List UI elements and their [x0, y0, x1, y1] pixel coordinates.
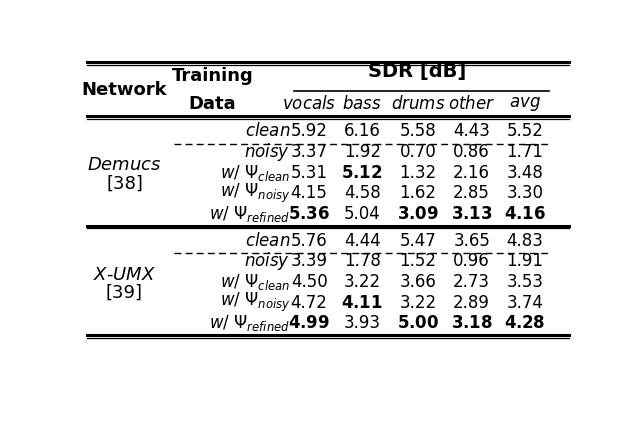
Text: 5.47: 5.47 — [399, 232, 436, 250]
Text: 1.62: 1.62 — [399, 184, 436, 202]
Text: 3.65: 3.65 — [453, 232, 490, 250]
Text: 5.76: 5.76 — [291, 232, 328, 250]
Text: 3.53: 3.53 — [506, 273, 543, 291]
Text: $\mathit{Demucs}$: $\mathit{Demucs}$ — [87, 156, 162, 175]
Text: $\mathit{w/\ \Psi_{clean}}$: $\mathit{w/\ \Psi_{clean}}$ — [220, 272, 291, 292]
Text: 1.71: 1.71 — [506, 143, 543, 161]
Text: $\mathbf{5.00}$: $\mathbf{5.00}$ — [397, 315, 439, 332]
Text: $\mathbf{5.12}$: $\mathbf{5.12}$ — [341, 163, 383, 182]
Text: $\mathbf{4.99}$: $\mathbf{4.99}$ — [288, 315, 330, 332]
Text: 2.16: 2.16 — [453, 163, 490, 182]
Text: $\mathit{noisy}$: $\mathit{noisy}$ — [244, 141, 291, 163]
Text: 2.73: 2.73 — [453, 273, 490, 291]
Text: 4.15: 4.15 — [291, 184, 328, 202]
Text: 3.30: 3.30 — [506, 184, 543, 202]
Text: $\mathbf{3.09}$: $\mathbf{3.09}$ — [397, 205, 439, 223]
Text: 5.58: 5.58 — [399, 122, 436, 140]
Text: 1.32: 1.32 — [399, 163, 436, 182]
Text: $\mathbf{3.18}$: $\mathbf{3.18}$ — [451, 315, 493, 332]
Text: 4.83: 4.83 — [506, 232, 543, 250]
Text: $\mathit{avg}$: $\mathit{avg}$ — [509, 95, 541, 113]
Text: $\mathit{clean}$: $\mathit{clean}$ — [244, 122, 291, 140]
Text: $\mathit{vocals}$: $\mathit{vocals}$ — [282, 95, 337, 113]
Text: $\mathit{w/\ \Psi_{refined}}$: $\mathit{w/\ \Psi_{refined}}$ — [209, 313, 291, 333]
Text: 0.96: 0.96 — [453, 253, 490, 270]
Text: 5.52: 5.52 — [506, 122, 543, 140]
Text: $\mathit{w/\ \Psi_{noisy}}$: $\mathit{w/\ \Psi_{noisy}}$ — [220, 291, 291, 315]
Text: 3.22: 3.22 — [399, 294, 436, 312]
Text: $\mathbf{5.36}$: $\mathbf{5.36}$ — [288, 205, 330, 223]
Text: 3.93: 3.93 — [344, 315, 381, 332]
Text: 2.89: 2.89 — [453, 294, 490, 312]
Text: $\mathbf{3.13}$: $\mathbf{3.13}$ — [451, 205, 493, 223]
Text: 2.85: 2.85 — [453, 184, 490, 202]
Text: 3.39: 3.39 — [291, 253, 328, 270]
Text: $\mathit{bass}$: $\mathit{bass}$ — [342, 95, 382, 113]
Text: 0.86: 0.86 — [453, 143, 490, 161]
Text: 4.58: 4.58 — [344, 184, 381, 202]
Text: $\mathit{clean}$: $\mathit{clean}$ — [244, 232, 291, 250]
Text: SDR [dB]: SDR [dB] — [368, 62, 466, 81]
Text: [38]: [38] — [106, 174, 143, 192]
Text: 5.92: 5.92 — [291, 122, 328, 140]
Text: 5.31: 5.31 — [291, 163, 328, 182]
Text: 0.70: 0.70 — [399, 143, 436, 161]
Text: 4.43: 4.43 — [453, 122, 490, 140]
Text: 3.37: 3.37 — [291, 143, 328, 161]
Text: $\mathit{X}$-$\mathit{UMX}$: $\mathit{X}$-$\mathit{UMX}$ — [93, 266, 156, 284]
Text: 1.78: 1.78 — [344, 253, 381, 270]
Text: Data: Data — [189, 95, 236, 113]
Text: 1.92: 1.92 — [344, 143, 381, 161]
Text: 4.72: 4.72 — [291, 294, 328, 312]
Text: $\mathbf{4.11}$: $\mathbf{4.11}$ — [341, 294, 383, 312]
Text: $\mathit{other}$: $\mathit{other}$ — [448, 95, 495, 113]
Text: 4.44: 4.44 — [344, 232, 381, 250]
Text: 3.22: 3.22 — [344, 273, 381, 291]
Text: 4.50: 4.50 — [291, 273, 328, 291]
Text: [39]: [39] — [106, 284, 143, 302]
Text: $\mathit{noisy}$: $\mathit{noisy}$ — [244, 250, 291, 272]
Text: $\mathbf{4.28}$: $\mathbf{4.28}$ — [504, 315, 545, 332]
Text: $\mathit{drums}$: $\mathit{drums}$ — [390, 95, 445, 113]
Text: $\mathit{w/\ \Psi_{noisy}}$: $\mathit{w/\ \Psi_{noisy}}$ — [220, 182, 291, 205]
Text: 6.16: 6.16 — [344, 122, 381, 140]
Text: $\mathit{w/\ \Psi_{refined}}$: $\mathit{w/\ \Psi_{refined}}$ — [209, 204, 291, 224]
Text: $\mathbf{4.16}$: $\mathbf{4.16}$ — [504, 205, 546, 223]
Text: Training: Training — [172, 66, 253, 85]
Text: 3.74: 3.74 — [506, 294, 543, 312]
Text: 1.91: 1.91 — [506, 253, 543, 270]
Text: 3.48: 3.48 — [506, 163, 543, 182]
Text: 3.66: 3.66 — [399, 273, 436, 291]
Text: 5.04: 5.04 — [344, 205, 381, 223]
Text: $\mathit{w/\ \Psi_{clean}}$: $\mathit{w/\ \Psi_{clean}}$ — [220, 163, 291, 183]
Text: Network: Network — [82, 81, 167, 99]
Text: 1.52: 1.52 — [399, 253, 436, 270]
